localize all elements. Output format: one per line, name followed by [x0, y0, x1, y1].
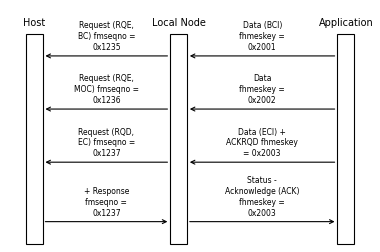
Text: Local Node: Local Node: [152, 18, 206, 28]
FancyBboxPatch shape: [26, 35, 43, 244]
Text: Status -
Acknowledge (ACK)
fhmeskey =
0x2003: Status - Acknowledge (ACK) fhmeskey = 0x…: [225, 176, 299, 217]
Text: + Response
fmseqno =
0x1237: + Response fmseqno = 0x1237: [84, 186, 129, 217]
Text: Data
fhmeskey =
0x2002: Data fhmeskey = 0x2002: [239, 74, 285, 105]
Text: Data (BCI)
fhmeskey =
0x2001: Data (BCI) fhmeskey = 0x2001: [239, 21, 285, 52]
Text: Data (ECI) +
ACKRQD fhmeskey
= 0x2003: Data (ECI) + ACKRQD fhmeskey = 0x2003: [226, 127, 298, 158]
Text: Application: Application: [318, 18, 373, 28]
Text: Request (RQD,
EC) fmseqno =
0x1237: Request (RQD, EC) fmseqno = 0x1237: [78, 127, 135, 158]
Text: Host: Host: [23, 18, 45, 28]
FancyBboxPatch shape: [337, 35, 354, 244]
Text: Request (RQE,
BC) fmseqno =
0x1235: Request (RQE, BC) fmseqno = 0x1235: [78, 21, 135, 52]
FancyBboxPatch shape: [170, 35, 187, 244]
Text: Request (RQE,
MOC) fmseqno =
0x1236: Request (RQE, MOC) fmseqno = 0x1236: [74, 74, 139, 105]
